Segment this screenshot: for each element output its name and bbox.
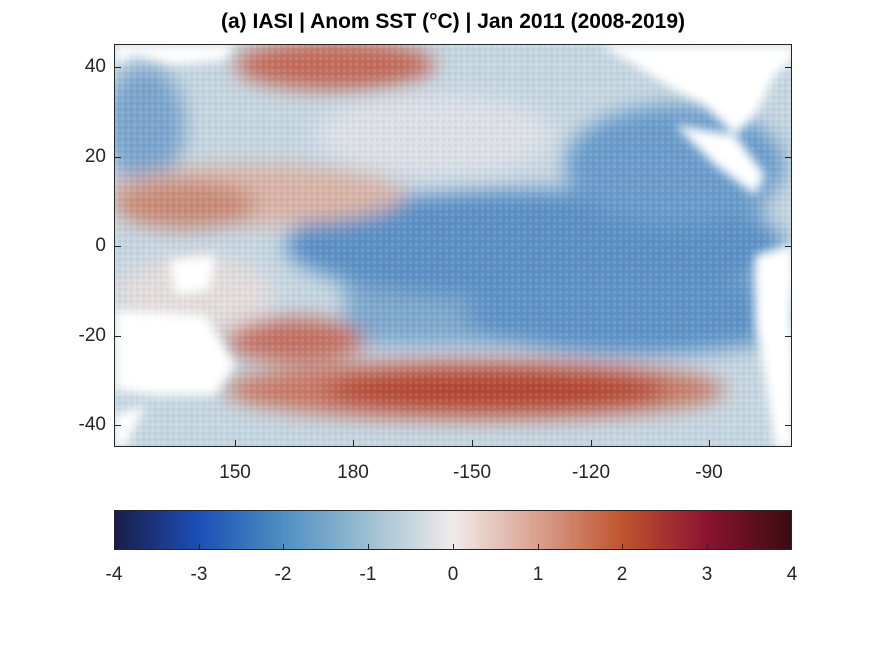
- land-mask-gulf: [675, 125, 765, 195]
- colorbar-tick-label: 4: [786, 564, 798, 585]
- lat-tick: [785, 336, 791, 337]
- lon-tick-label-150: 150: [219, 462, 251, 483]
- colorbar-tick: [368, 544, 369, 550]
- sst-anomaly-field: [115, 45, 791, 446]
- land-mask-south-america: [755, 245, 791, 446]
- lon-tick-label-minus150: -150: [452, 462, 492, 483]
- land-mask-new-zealand: [115, 405, 145, 446]
- lat-tick: [115, 425, 121, 426]
- lon-tick: [591, 440, 592, 446]
- colorbar-tick-label: 0: [447, 564, 459, 585]
- land-mask-australia: [115, 310, 235, 395]
- lat-tick-label-20: 20: [84, 146, 106, 167]
- lat-tick-label-minus20: -20: [78, 325, 106, 346]
- colorbar-tick-label: -4: [105, 564, 123, 585]
- lat-tick-label-minus40: -40: [78, 414, 106, 435]
- lat-tick: [115, 157, 121, 158]
- lat-tick: [785, 157, 791, 158]
- land-mask-north-america: [600, 45, 791, 135]
- lon-tick: [235, 440, 236, 446]
- lat-tick-label-40: 40: [84, 56, 106, 77]
- colorbar-tick: [283, 544, 284, 550]
- lon-tick: [472, 440, 473, 446]
- lat-tick: [115, 336, 121, 337]
- colorbar-tick-label: 1: [532, 564, 544, 585]
- lon-tick-label-minus120: -120: [571, 462, 611, 483]
- colorbar-tick: [538, 544, 539, 550]
- colorbar-tick: [453, 544, 454, 550]
- lat-tick: [785, 67, 791, 68]
- lon-tick: [353, 440, 354, 446]
- land-mask-asia: [115, 45, 235, 65]
- lon-tick-label-minus90: -90: [695, 462, 723, 483]
- lat-tick: [115, 246, 121, 247]
- colorbar-tick: [707, 544, 708, 550]
- colorbar-tick: [199, 544, 200, 550]
- land-mask-new-guinea: [170, 255, 215, 295]
- map-title: (a) IASI | Anom SST (°C) | Jan 2011 (200…: [220, 10, 686, 33]
- colorbar-tick-label: -3: [190, 564, 208, 585]
- colorbar-tick-label: -2: [274, 564, 292, 585]
- lon-tick: [709, 440, 710, 446]
- lat-tick: [115, 67, 121, 68]
- lon-tick-label-180: 180: [337, 462, 369, 483]
- lat-tick-label-0: 0: [95, 235, 106, 256]
- colorbar-tick-label: 3: [701, 564, 713, 585]
- sst-anomaly-map: [114, 44, 792, 447]
- colorbar-tick: [622, 544, 623, 550]
- colorbar-tick-label: -1: [359, 564, 377, 585]
- colorbar-tick-label: 2: [616, 564, 628, 585]
- lat-tick: [785, 425, 791, 426]
- lat-tick: [785, 246, 791, 247]
